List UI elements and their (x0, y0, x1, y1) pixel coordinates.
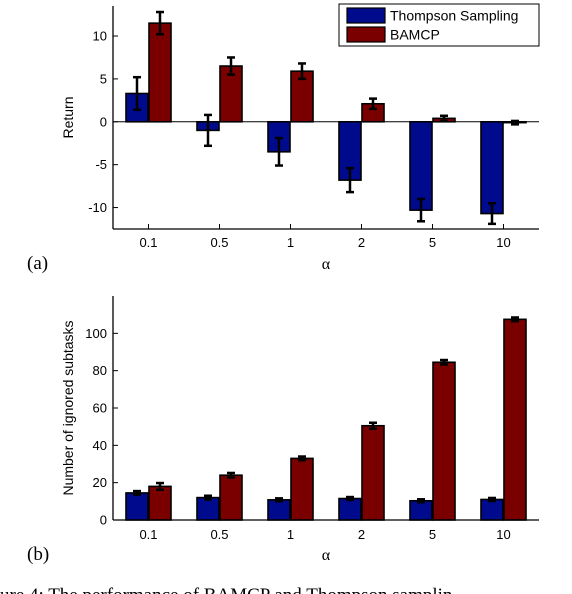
bar-thompson-5 (409, 499, 433, 521)
legend: Thompson Sampling BAMCP (338, 3, 540, 47)
y-tick-label--10: -10 (88, 200, 107, 215)
y-tick-label-10: 10 (93, 29, 107, 44)
bar-thompson-1 (267, 499, 291, 521)
bar-bamcp-0.5 (219, 474, 243, 521)
figure-caption: ure 4: The performance of BAMCP and Thom… (0, 585, 453, 594)
y-axis-title: Number of ignored subtasks (60, 320, 76, 495)
x-tick-label-0.5: 0.5 (210, 235, 228, 250)
bar-bamcp-10 (503, 318, 527, 521)
bar-thompson-0.5 (196, 496, 220, 521)
y-tick-label-5: 5 (100, 71, 107, 86)
y-tick-label--5: -5 (95, 157, 107, 172)
panel-a-label: (a) (27, 253, 48, 274)
y-tick-label-100: 100 (85, 326, 107, 341)
x-tick-label-1: 1 (287, 235, 294, 250)
x-tick-label-0.5: 0.5 (210, 527, 228, 542)
y-tick-label-80: 80 (93, 363, 107, 378)
panel-b-label: (b) (27, 544, 49, 565)
bar-bamcp-1 (290, 457, 314, 521)
y-axis-title: Return (60, 96, 76, 138)
x-tick-label-5: 5 (429, 527, 436, 542)
bar-thompson-10 (480, 498, 504, 521)
x-axis-title: α (322, 256, 331, 273)
bar-thompson-0.1 (125, 492, 149, 521)
x-tick-label-0.1: 0.1 (139, 527, 157, 542)
bar-bamcp-0.1 (148, 22, 172, 123)
panel-a-chart: 0.1 0.5 1 2 5 10 -10 -5 0 5 10 α Return Thompson Samp… (60, 3, 540, 273)
x-tick-label-0.1: 0.1 (139, 235, 157, 250)
x-tick-label-2: 2 (358, 235, 365, 250)
bar-bamcp-0.1 (148, 485, 172, 521)
bar-thompson-2 (338, 497, 362, 521)
x-tick-label-10: 10 (496, 235, 510, 250)
bar-bamcp-5 (432, 361, 456, 521)
bar-bamcp-2 (361, 424, 385, 521)
legend-swatch-0 (346, 7, 386, 24)
x-tick-label-10: 10 (496, 527, 510, 542)
y-tick-label-0: 0 (100, 114, 107, 129)
y-tick-label-0: 0 (100, 513, 107, 528)
y-tick-label-60: 60 (93, 401, 107, 416)
x-tick-label-2: 2 (358, 527, 365, 542)
x-tick-label-5: 5 (429, 235, 436, 250)
legend-label-1: BAMCP (390, 27, 440, 43)
legend-swatch-1 (346, 26, 386, 43)
y-tick-label-20: 20 (93, 475, 107, 490)
y-tick-label-40: 40 (93, 438, 107, 453)
x-tick-label-1: 1 (287, 527, 294, 542)
x-axis-title: α (322, 547, 331, 564)
bar-thompson-5 (409, 120, 433, 211)
bar-thompson-10 (480, 120, 504, 215)
legend-label-0: Thompson Sampling (390, 8, 518, 24)
